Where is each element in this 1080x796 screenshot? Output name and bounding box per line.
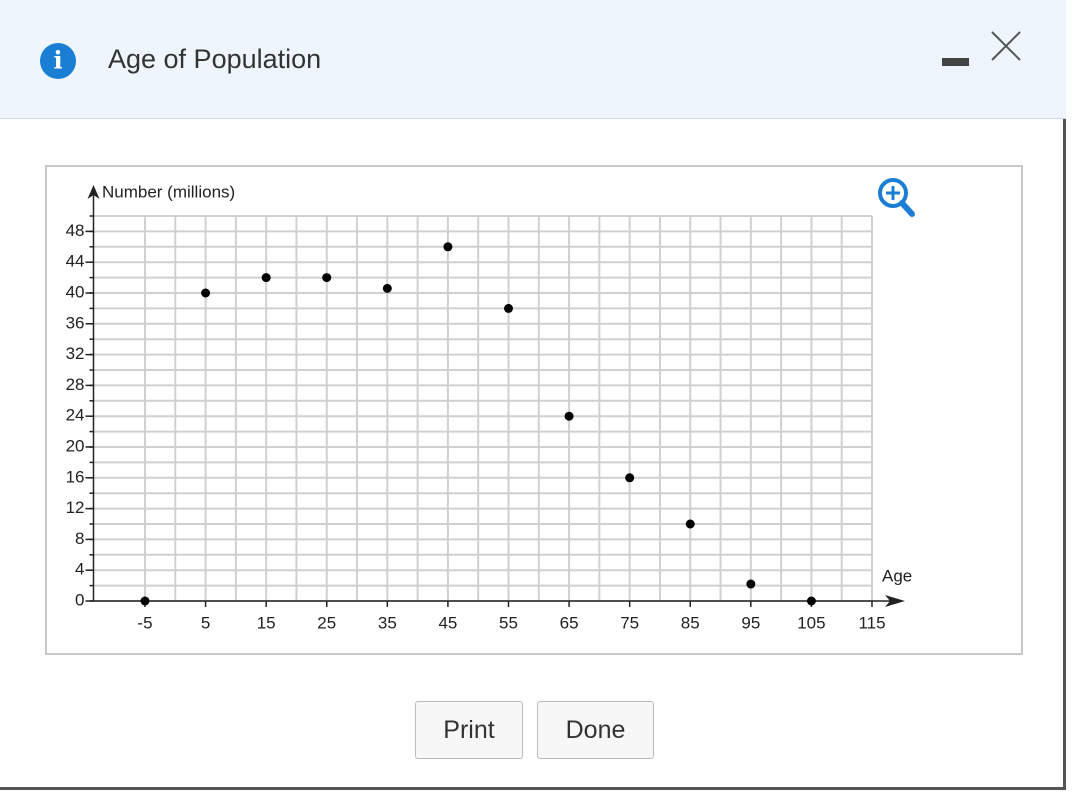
y-axis-label: Number (millions): [102, 182, 235, 201]
data-point: [806, 596, 816, 606]
data-point: [685, 519, 695, 529]
data-point: [201, 288, 211, 298]
x-tick-label: 115: [858, 613, 885, 632]
y-tick-label: 44: [66, 252, 85, 271]
y-tick-label: 0: [75, 590, 84, 609]
info-icon: [40, 43, 76, 79]
x-tick-label: 15: [257, 613, 276, 632]
info-icon-glyph: i: [53, 46, 62, 75]
x-tick-label: 5: [201, 613, 210, 632]
x-axis-label: Age: [882, 566, 912, 585]
header-icons: i: [40, 31, 1021, 79]
print-button[interactable]: Print: [415, 701, 523, 759]
y-tick-label: 36: [66, 313, 85, 332]
y-axis-arrow: [87, 185, 100, 199]
zoom-lens[interactable]: [878, 178, 908, 208]
x-tick-label: 25: [317, 613, 336, 632]
zoom-icon[interactable]: [878, 178, 915, 217]
y-tick-label: 8: [75, 529, 84, 548]
x-tick-label: 75: [620, 613, 639, 632]
x-tick-label: 105: [797, 613, 825, 632]
data-point: [382, 283, 392, 293]
y-tick-label: 16: [66, 467, 85, 486]
data-point: [503, 303, 513, 313]
x-tick-label: 55: [499, 613, 518, 632]
data-point: [746, 579, 756, 589]
x-tick-label: 35: [378, 613, 397, 632]
y-tick-label: 32: [66, 344, 85, 363]
x-tick-label: 95: [741, 613, 760, 632]
zoom-handle[interactable]: [899, 200, 915, 217]
zoom-plus[interactable]: [886, 186, 900, 200]
y-tick-label: 4: [75, 560, 84, 579]
data-point: [140, 596, 150, 606]
x-tick-label: 85: [681, 613, 700, 632]
y-tick-label: 24: [66, 406, 85, 425]
data-point: [564, 411, 574, 421]
y-tick-label: 40: [66, 282, 85, 301]
x-tick-label: 65: [560, 613, 579, 632]
data-point: [322, 273, 332, 283]
x-axis-arrow: [885, 595, 905, 607]
x-tick-label: -5: [137, 613, 152, 632]
minimize-button[interactable]: [942, 58, 969, 66]
x-tick-label: 45: [438, 613, 457, 632]
data-point: [625, 473, 635, 483]
y-tick-label: 28: [66, 375, 85, 394]
data-point: [261, 273, 271, 283]
dialog-title: Age of Population: [108, 44, 322, 74]
y-tick-label: 12: [66, 498, 85, 517]
chart-box: [45, 165, 1023, 655]
data-point: [443, 242, 453, 252]
dialog-header: i Age of Population: [0, 0, 1066, 119]
close-button[interactable]: [991, 31, 1021, 61]
done-button[interactable]: Done: [537, 701, 654, 759]
y-tick-label: 48: [66, 221, 85, 240]
y-tick-label: 20: [66, 436, 85, 455]
